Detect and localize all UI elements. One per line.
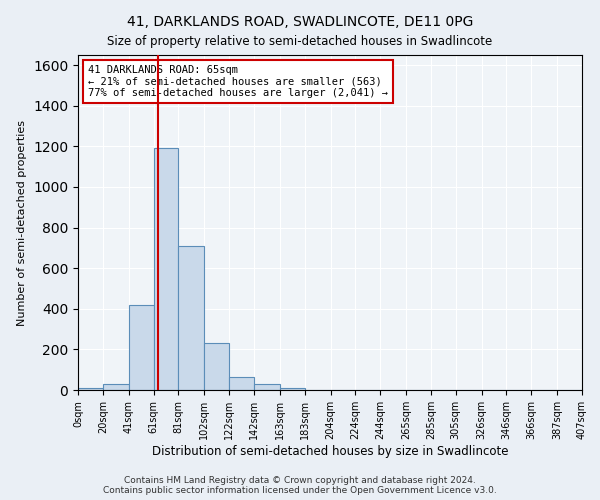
Bar (205, 344, 229, 390)
Bar (103, 384, 129, 390)
Bar (280, 388, 305, 390)
Bar (229, 377, 254, 390)
Text: Contains HM Land Registry data © Crown copyright and database right 2024.
Contai: Contains HM Land Registry data © Crown c… (103, 476, 497, 495)
Text: 41, DARKLANDS ROAD, SWADLINCOTE, DE11 0PG: 41, DARKLANDS ROAD, SWADLINCOTE, DE11 0P… (127, 15, 473, 29)
X-axis label: Distribution of semi-detached houses by size in Swadlincote: Distribution of semi-detached houses by … (152, 444, 508, 458)
Bar (129, 304, 154, 390)
Bar (178, 246, 205, 390)
Bar (254, 384, 280, 390)
Text: 41 DARKLANDS ROAD: 65sqm
← 21% of semi-detached houses are smaller (563)
77% of : 41 DARKLANDS ROAD: 65sqm ← 21% of semi-d… (88, 65, 388, 98)
Y-axis label: Number of semi-detached properties: Number of semi-detached properties (17, 120, 28, 326)
Bar (154, 148, 178, 390)
Bar (78, 388, 103, 390)
Text: Size of property relative to semi-detached houses in Swadlincote: Size of property relative to semi-detach… (107, 35, 493, 48)
